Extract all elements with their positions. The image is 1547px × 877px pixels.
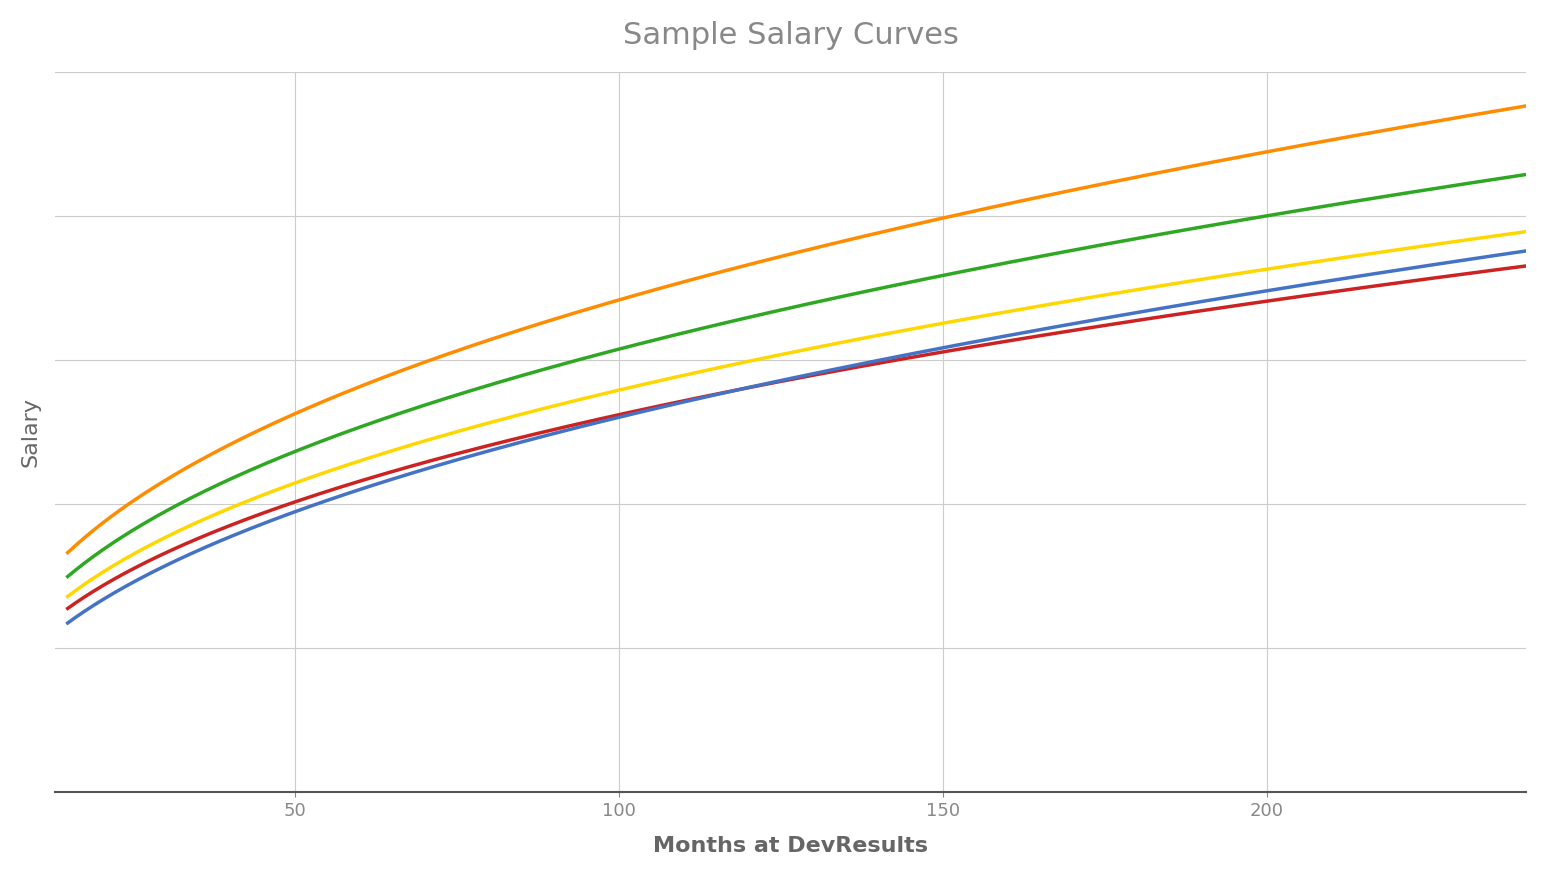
Title: Sample Salary Curves: Sample Salary Curves <box>622 21 959 50</box>
Y-axis label: Salary: Salary <box>20 396 40 467</box>
X-axis label: Months at DevResults: Months at DevResults <box>653 836 928 856</box>
